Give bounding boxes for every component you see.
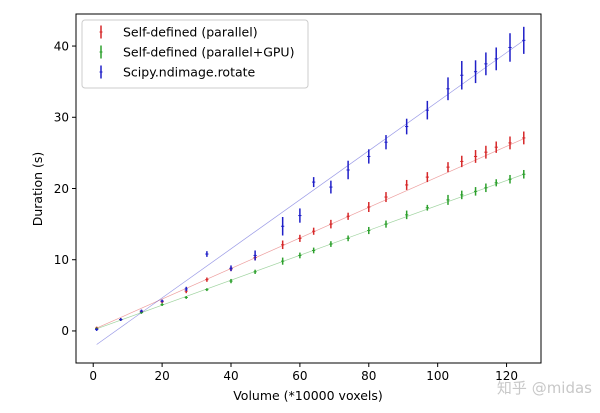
errorbar-scipy-16 — [425, 100, 429, 120]
errorbar-scipy-22 — [508, 33, 512, 62]
fit-line-parallel — [96, 138, 524, 329]
watermark: 知乎 @midas — [497, 379, 592, 397]
errorbar-scipy-23 — [522, 26, 526, 54]
errorbar-parallel-gpu-9 — [298, 252, 302, 259]
legend-entry-parallel-gpu: Self-defined (parallel+GPU) — [99, 45, 294, 60]
errorbar-parallel-gpu-3 — [160, 303, 164, 307]
x-tick-label: 20 — [154, 369, 169, 383]
errorbar-scipy-13 — [367, 149, 371, 164]
errorbar-parallel-gpu-16 — [425, 204, 429, 211]
errorbar-scipy-6 — [229, 265, 233, 272]
legend-entry-parallel: Self-defined (parallel) — [99, 25, 258, 40]
errorbar-parallel-14 — [384, 192, 388, 203]
errorbar-parallel-gpu-12 — [346, 235, 350, 242]
x-axis-ticks: 0 20 40 60 80 100 120 — [89, 363, 518, 383]
errorbar-scipy-20 — [484, 52, 488, 76]
errorbar-parallel-17 — [446, 162, 450, 173]
x-tick-label: 60 — [292, 369, 307, 383]
errorbar-scipy-0 — [95, 328, 99, 331]
errorbar-parallel-gpu-10 — [312, 247, 316, 254]
legend: Self-defined (parallel) Self-defined (pa… — [81, 19, 309, 89]
errorbar-parallel-gpu-19 — [473, 187, 478, 196]
errorbar-scipy-9 — [298, 208, 302, 223]
errorbar-scipy-8 — [281, 216, 285, 236]
errorbar-parallel-gpu-20 — [484, 183, 488, 193]
errorbar-parallel-12 — [346, 212, 350, 220]
errorbar-parallel-21 — [494, 141, 498, 153]
errorbar-scipy-17 — [446, 77, 450, 101]
errorbar-scipy-18 — [460, 61, 464, 90]
errorbar-scipy-15 — [405, 118, 409, 135]
errorbar-parallel-23 — [522, 131, 526, 145]
errorbar-scipy-7 — [253, 250, 257, 261]
x-tick-label: 100 — [426, 369, 449, 383]
errorbar-scipy-19 — [473, 60, 478, 84]
errorbar-marks — [95, 26, 526, 331]
x-tick-label: 40 — [223, 369, 238, 383]
errorbar-parallel-gpu-5 — [205, 288, 209, 292]
errorbar-parallel-gpu-23 — [522, 169, 526, 179]
errorbar-scipy-12 — [346, 160, 350, 180]
x-tick-label: 120 — [495, 369, 518, 383]
errorbar-parallel-13 — [367, 202, 371, 213]
errorbar-parallel-gpu-7 — [253, 269, 257, 274]
errorbar-parallel-gpu-18 — [460, 190, 464, 200]
errorbar-scipy-3 — [160, 299, 164, 303]
errorbar-parallel-gpu-11 — [329, 241, 333, 247]
errorbar-scipy-5 — [205, 251, 209, 257]
errorbar-scipy-10 — [312, 177, 316, 188]
legend-box — [81, 19, 309, 89]
errorbar-scipy-21 — [494, 47, 498, 71]
errorbar-parallel-15 — [405, 179, 409, 190]
errorbar-parallel-8 — [281, 240, 285, 250]
errorbar-parallel-11 — [329, 219, 333, 229]
fit-lines — [96, 40, 524, 345]
errorbar-parallel-9 — [298, 234, 302, 242]
errorbar-parallel-19 — [473, 150, 478, 163]
errorbar-parallel-gpu-4 — [184, 296, 188, 299]
errorbar-parallel-gpu-21 — [494, 179, 498, 187]
errorbar-parallel-gpu-8 — [281, 257, 285, 265]
y-tick-label: 30 — [54, 111, 69, 125]
errorbar-scipy-11 — [329, 180, 333, 194]
legend-label-parallel: Self-defined (parallel) — [123, 25, 258, 40]
y-axis-label: Duration (s) — [30, 152, 45, 227]
legend-label-scipy: Scipy.ndimage.rotate — [123, 65, 256, 80]
errorbar-parallel-10 — [312, 227, 316, 235]
errorbar-parallel-20 — [484, 145, 488, 159]
errorbar-scipy-14 — [384, 135, 388, 150]
y-tick-label: 20 — [54, 182, 69, 196]
x-tick-label: 80 — [361, 369, 376, 383]
fit-line-parallel-gpu — [96, 173, 524, 330]
errorbar-parallel-gpu-14 — [384, 220, 388, 228]
errorbar-parallel-16 — [425, 172, 429, 183]
errorbar-parallel-18 — [460, 155, 464, 168]
x-axis-label: Volume (*10000 voxels) — [233, 388, 383, 403]
y-tick-label: 40 — [54, 39, 69, 53]
legend-label-parallel-gpu: Self-defined (parallel+GPU) — [123, 45, 294, 60]
errorbar-scipy-4 — [184, 286, 188, 292]
errorbar-parallel-22 — [508, 136, 512, 150]
fit-line-scipy — [96, 40, 524, 345]
y-axis-ticks: 0 10 20 30 40 — [54, 39, 76, 338]
errorbar-scipy-1 — [119, 318, 123, 321]
errorbar-parallel-gpu-22 — [508, 174, 512, 184]
errorbar-parallel-gpu-13 — [367, 226, 371, 235]
y-tick-label: 10 — [54, 253, 69, 267]
x-tick-label: 0 — [89, 369, 97, 383]
errorbar-parallel-gpu-15 — [405, 210, 409, 220]
errorbar-scipy-2 — [139, 309, 144, 313]
y-tick-label: 0 — [61, 324, 69, 338]
errorbar-parallel-5 — [205, 277, 209, 282]
legend-entry-scipy: Scipy.ndimage.rotate — [99, 65, 256, 80]
errorbar-parallel-gpu-6 — [229, 278, 233, 284]
errorbar-parallel-gpu-17 — [446, 194, 450, 205]
